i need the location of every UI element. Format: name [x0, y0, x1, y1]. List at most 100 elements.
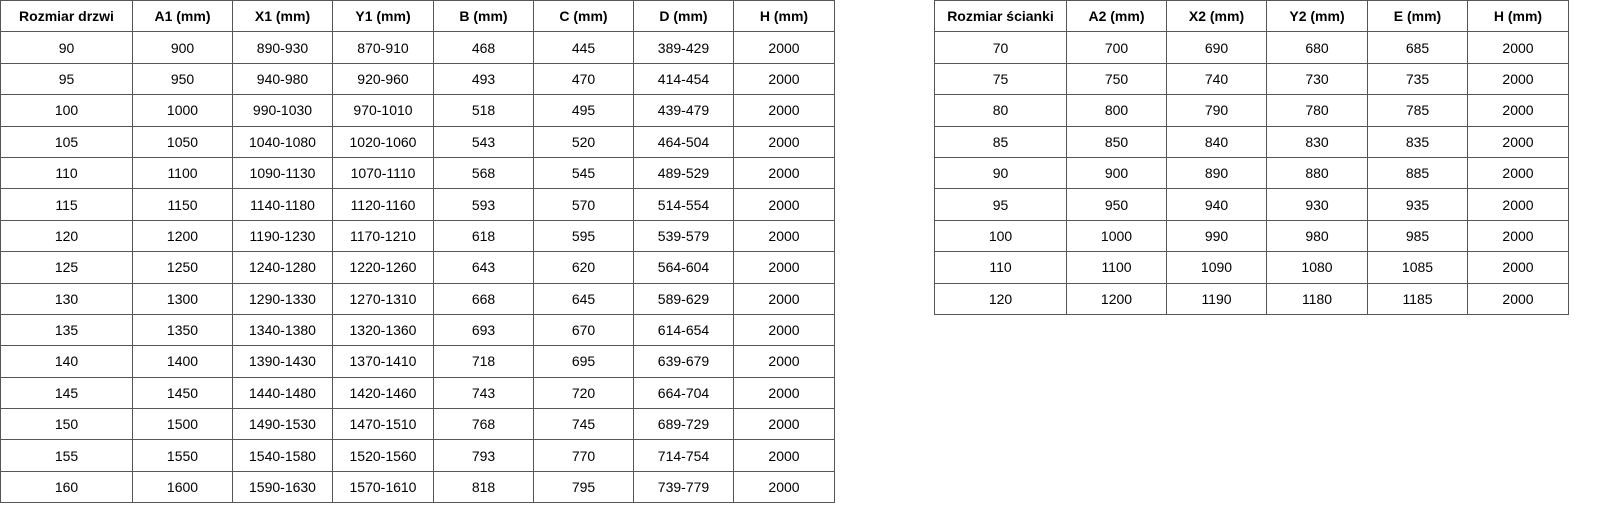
- column-header: Rozmiar ścianki: [934, 0, 1067, 33]
- table-cell: 690: [1166, 31, 1267, 64]
- table-cell: 1200: [132, 219, 233, 253]
- table-cell: 970-1010: [332, 94, 434, 127]
- table-cell: 1090-1130: [232, 156, 333, 190]
- table-cell: 2000: [1467, 62, 1569, 96]
- table-cell: 464-504: [633, 125, 734, 158]
- table-cell: 818: [433, 470, 534, 504]
- table-row: 75 750 740 730 735 2000: [934, 62, 1569, 96]
- header-row: Rozmiar drzwi A1 (mm) X1 (mm) Y1 (mm) B (mm)…: [0, 0, 835, 33]
- table-cell: 840: [1166, 125, 1267, 158]
- table-row: 100 1000 990 980 985 2000: [934, 219, 1569, 253]
- table-row: 105 1050 1040-1080 1020-1060 543 520 464-504 20…: [0, 125, 835, 158]
- table-cell: 2000: [733, 408, 835, 441]
- table-cell: 2000: [1467, 31, 1569, 64]
- table-cell: 2000: [733, 188, 835, 221]
- table-cell: 1320-1360: [332, 313, 434, 347]
- table-cell: 120: [0, 219, 133, 253]
- table-cell: 745: [533, 408, 634, 441]
- table-cell: 890: [1166, 156, 1267, 190]
- table-cell: 1500: [132, 408, 233, 441]
- table-cell: 768: [433, 408, 534, 441]
- table-row: 80 800 790 780 785 2000: [934, 94, 1569, 127]
- table-cell: 1140-1180: [232, 188, 333, 221]
- table-cell: 1000: [1066, 219, 1167, 253]
- table-cell: 439-479: [633, 94, 734, 127]
- table-cell: 639-679: [633, 345, 734, 378]
- table-cell: 2000: [733, 439, 835, 472]
- table-cell: 1540-1580: [232, 439, 333, 472]
- table-row: 90 900 890-930 870-910 468 445 389-429 2000: [0, 31, 835, 64]
- column-header: C (mm): [533, 0, 634, 33]
- table-cell: 870-910: [332, 31, 434, 64]
- table-cell: 900: [1066, 156, 1167, 190]
- table-cell: 1070-1110: [332, 156, 434, 190]
- table-cell: 1490-1530: [232, 408, 333, 441]
- table-row: 120 1200 1190 1180 1185 2000: [934, 282, 1569, 315]
- table-cell: 593: [433, 188, 534, 221]
- table-cell: 470: [533, 62, 634, 96]
- table-cell: 645: [533, 282, 634, 315]
- table-cell: 2000: [733, 94, 835, 127]
- table-cell: 750: [1066, 62, 1167, 96]
- table-cell: 950: [1066, 188, 1167, 221]
- table-row: 120 1200 1190-1230 1170-1210 618 595 539-579 20…: [0, 219, 835, 253]
- table-cell: 489-529: [633, 156, 734, 190]
- table-row: 100 1000 990-1030 970-1010 518 495 439-479 2000: [0, 94, 835, 127]
- table-cell: 1050: [132, 125, 233, 158]
- table-cell: 105: [0, 125, 133, 158]
- table-cell: 1550: [132, 439, 233, 472]
- table-cell: 570: [533, 188, 634, 221]
- table-cell: 135: [0, 313, 133, 347]
- table-cell: 445: [533, 31, 634, 64]
- table-cell: 80: [934, 94, 1067, 127]
- table-cell: 2000: [733, 470, 835, 504]
- table-row: 125 1250 1240-1280 1220-1260 643 620 564-604 20…: [0, 251, 835, 284]
- column-header: Y2 (mm): [1266, 0, 1368, 33]
- table-cell: 110: [934, 251, 1067, 284]
- table-cell: 985: [1367, 219, 1468, 253]
- table-cell: 835: [1367, 125, 1468, 158]
- table-row: 115 1150 1140-1180 1120-1160 593 570 514-554 20…: [0, 188, 835, 221]
- table-cell: 1300: [132, 282, 233, 315]
- table-cell: 1190: [1166, 282, 1267, 315]
- table-cell: 770: [533, 439, 634, 472]
- table-cell: 1400: [132, 345, 233, 378]
- table-cell: 85: [934, 125, 1067, 158]
- table-cell: 564-604: [633, 251, 734, 284]
- table-cell: 1190-1230: [232, 219, 333, 253]
- table-cell: 95: [0, 62, 133, 96]
- table-cell: 940: [1166, 188, 1267, 221]
- table-cell: 1120-1160: [332, 188, 434, 221]
- table-cell: 468: [433, 31, 534, 64]
- table-row: 140 1400 1390-1430 1370-1410 718 695 639-679 20…: [0, 345, 835, 378]
- table-cell: 2000: [1467, 219, 1569, 253]
- table-cell: 1250: [132, 251, 233, 284]
- table-cell: 685: [1367, 31, 1468, 64]
- table-cell: 739-779: [633, 470, 734, 504]
- column-header: A1 (mm): [132, 0, 233, 33]
- table-cell: 1100: [132, 156, 233, 190]
- table-cell: 980: [1266, 219, 1368, 253]
- table-row: 135 1350 1340-1380 1320-1360 693 670 614-654 20…: [0, 313, 835, 347]
- table-cell: 935: [1367, 188, 1468, 221]
- column-header: D (mm): [633, 0, 734, 33]
- table-cell: 1600: [132, 470, 233, 504]
- table-cell: 1240-1280: [232, 251, 333, 284]
- table-cell: 568: [433, 156, 534, 190]
- table-cell: 2000: [1467, 125, 1569, 158]
- table-row: 90 900 890 880 885 2000: [934, 156, 1569, 190]
- wall-size-table: Rozmiar ścianki A2 (mm) X2 (mm) Y2 (mm) E (m…: [934, 0, 1569, 315]
- table-cell: 700: [1066, 31, 1167, 64]
- table-cell: 145: [0, 376, 133, 410]
- table-cell: 950: [132, 62, 233, 96]
- table-cell: 718: [433, 345, 534, 378]
- table-cell: 795: [533, 470, 634, 504]
- table-cell: 1290-1330: [232, 282, 333, 315]
- table-cell: 1470-1510: [332, 408, 434, 441]
- table-row: 110 1100 1090 1080 1085 2000: [934, 251, 1569, 284]
- table-row: 145 1450 1440-1480 1420-1460 743 720 664-704 20…: [0, 376, 835, 410]
- table-cell: 514-554: [633, 188, 734, 221]
- table-cell: 800: [1066, 94, 1167, 127]
- table-cell: 1450: [132, 376, 233, 410]
- table-cell: 850: [1066, 125, 1167, 158]
